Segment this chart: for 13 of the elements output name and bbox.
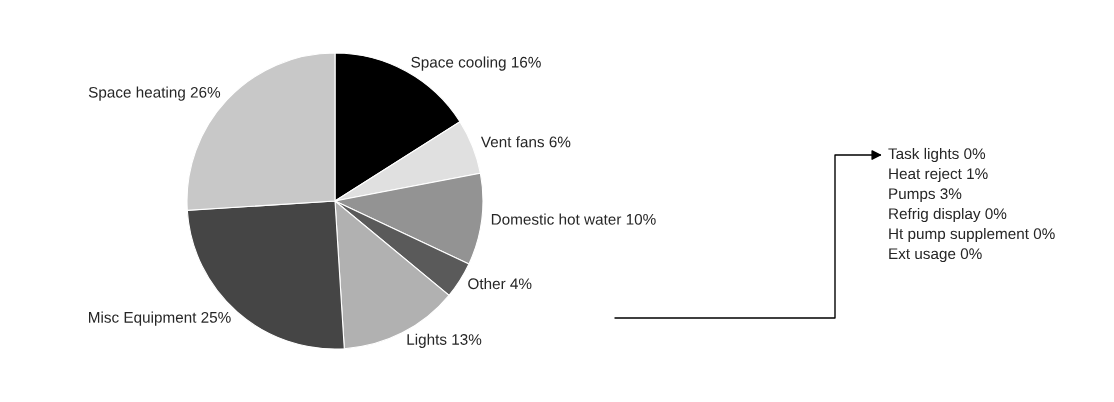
slice-label: Other 4% [468,277,532,290]
slice-label: Domestic hot water 10% [491,213,656,225]
slice-label: Misc Equipment 25% [89,311,231,326]
text: Task lights 0% [888,147,986,163]
text: Ext usage 0% [889,248,982,263]
slice-label: Space cooling 16% [411,56,541,71]
slice-label: Vent fans 6% [480,136,571,148]
text: Pumps 3% [889,188,962,203]
slice-label: Space heating 26% [88,86,221,101]
slice-label: Lights 13% [407,333,482,348]
text: Heat reject 1% [889,167,988,183]
text: Ht pump supplement 0% [889,227,1055,243]
text: Refrig display 0% [889,207,1007,223]
